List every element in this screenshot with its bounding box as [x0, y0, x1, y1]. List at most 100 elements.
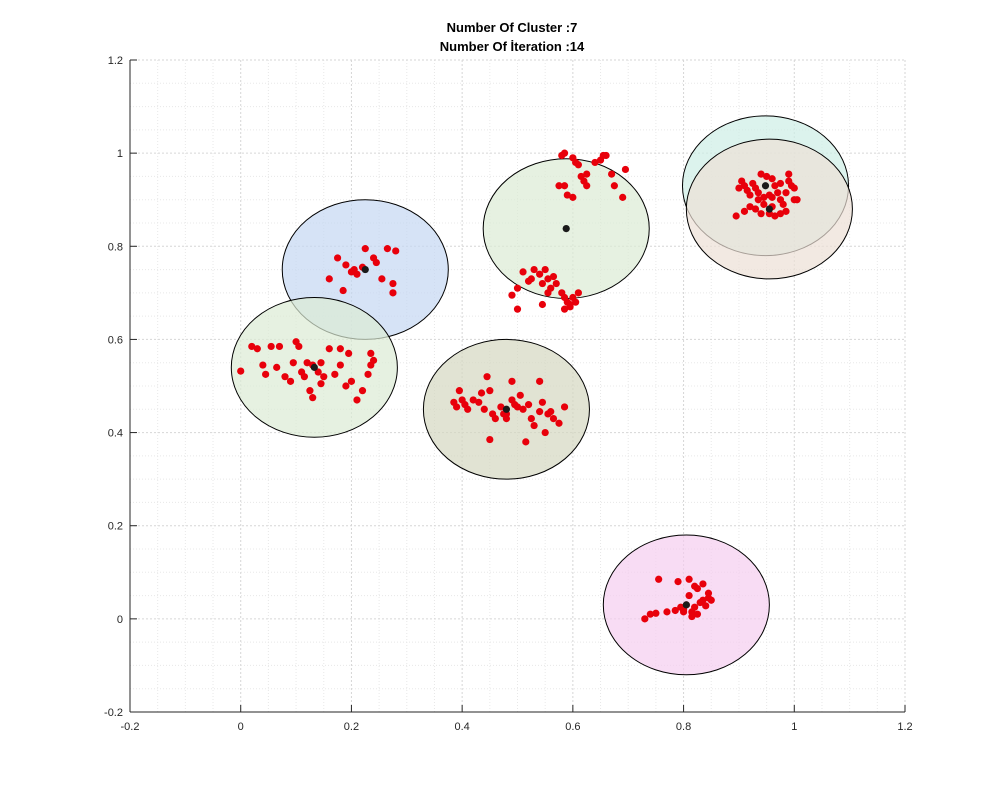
y-tick-label: 0.2: [108, 521, 123, 533]
data-point: [768, 193, 776, 201]
data-point: [641, 615, 649, 623]
data-point: [735, 184, 743, 192]
data-point: [699, 596, 707, 604]
data-point: [538, 300, 547, 309]
data-point: [754, 196, 762, 204]
data-point: [286, 377, 295, 385]
data-point: [707, 596, 715, 604]
x-tick-label: 1: [791, 721, 797, 733]
data-point: [569, 193, 577, 201]
data-point: [760, 193, 768, 201]
data-point: [530, 421, 538, 430]
data-point: [663, 608, 671, 616]
data-point: [790, 196, 798, 204]
data-point: [353, 396, 361, 404]
data-point: [574, 289, 582, 297]
data-point: [688, 612, 696, 621]
data-point: [619, 193, 627, 201]
x-tick-label: 0.8: [676, 721, 691, 733]
data-point: [508, 291, 516, 299]
data-point: [519, 268, 527, 276]
data-point: [555, 182, 563, 190]
data-point: [541, 265, 549, 274]
centroid-6: [765, 205, 773, 213]
y-tick-label: 0.8: [108, 241, 123, 253]
centroid-2: [310, 363, 318, 371]
data-point: [289, 359, 297, 367]
data-point: [325, 345, 333, 353]
data-point: [372, 258, 380, 267]
data-point: [259, 361, 267, 369]
data-point: [790, 184, 798, 192]
x-tick-label: 1.2: [897, 721, 912, 733]
data-point: [480, 405, 488, 413]
data-point: [345, 349, 353, 357]
data-point: [685, 591, 693, 600]
data-point: [544, 289, 552, 297]
data-point: [522, 438, 530, 446]
data-point: [757, 210, 765, 218]
data-point: [477, 389, 486, 397]
data-point: [262, 370, 270, 378]
centroids: [310, 182, 773, 609]
x-tick-label: 0.4: [454, 721, 469, 733]
data-point: [281, 373, 289, 381]
data-point: [364, 370, 372, 378]
data-point: [320, 373, 328, 381]
data-point: [674, 578, 682, 586]
data-point: [760, 200, 768, 208]
data-point: [333, 254, 342, 262]
data-point: [583, 182, 591, 190]
data-point: [782, 189, 790, 197]
data-point: [309, 394, 317, 402]
data-point: [486, 387, 494, 395]
data-point: [513, 305, 522, 313]
data-point: [685, 575, 693, 583]
data-point: [746, 191, 754, 199]
data-point: [782, 207, 790, 215]
data-point: [516, 391, 524, 399]
data-point: [325, 275, 333, 283]
data-point: [572, 298, 580, 306]
data-point: [273, 363, 281, 371]
data-point: [538, 279, 547, 288]
data-point: [383, 245, 392, 253]
data-point: [331, 370, 339, 378]
data-point: [469, 396, 477, 404]
data-point: [453, 403, 461, 411]
data-point: [549, 415, 558, 423]
data-point: [560, 182, 569, 190]
data-point: [563, 191, 571, 199]
data-point: [746, 203, 754, 211]
x-tick-label: -0.2: [121, 721, 140, 733]
data-point: [389, 289, 397, 297]
data-point: [776, 179, 785, 188]
data-point: [785, 170, 793, 178]
x-tick-label: 0.2: [344, 721, 359, 733]
data-point: [608, 170, 616, 178]
data-point: [392, 247, 400, 255]
data-point: [560, 305, 569, 313]
data-point: [464, 405, 472, 413]
data-point: [317, 359, 325, 367]
y-tick-label: -0.2: [104, 707, 123, 719]
axes: -0.2 0 0.2 0.4 0.6 0.8 1 1.2 -0.2 0 0.2 0.4 0.6 0.8 1 1…: [104, 55, 913, 733]
data-point: [303, 359, 311, 367]
data-point: [574, 161, 582, 169]
chart-title: Number Of Cluster :7: [447, 20, 578, 35]
data-point: [527, 275, 535, 283]
data-point: [538, 398, 547, 406]
data-point: [771, 182, 779, 190]
data-point: [513, 284, 522, 292]
data-point: [646, 610, 654, 618]
data-point: [732, 212, 740, 220]
data-point: [378, 275, 386, 283]
data-point: [367, 361, 375, 369]
data-point: [475, 398, 483, 406]
centroid-1: [361, 265, 369, 274]
data-point: [774, 189, 782, 197]
data-point: [679, 608, 688, 616]
centroid-7: [682, 601, 690, 609]
centroid-5: [761, 182, 770, 190]
